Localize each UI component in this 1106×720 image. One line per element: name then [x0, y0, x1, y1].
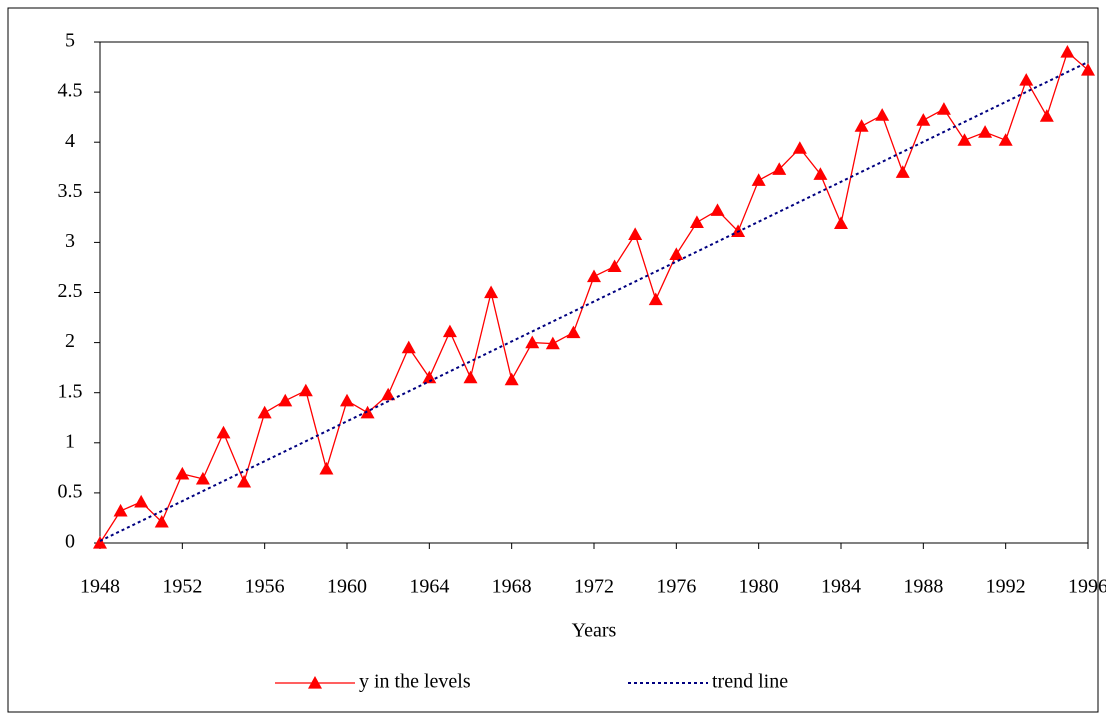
data-point [875, 108, 890, 121]
data-point [566, 325, 581, 339]
data-point [545, 336, 560, 350]
data-point [154, 514, 169, 528]
data-point [792, 141, 807, 154]
x-tick-label: 1960 [327, 576, 367, 598]
data-point [1039, 109, 1054, 122]
data-point [1081, 63, 1095, 76]
data-point [957, 133, 972, 146]
y-tick-label: 0 [65, 531, 75, 553]
data-point [340, 393, 354, 407]
x-tick-label: 1992 [986, 576, 1026, 598]
x-axis-label: Years [572, 620, 617, 642]
y-tick-label: 1.5 [58, 380, 83, 402]
data-point [216, 425, 231, 439]
y-tick-label: 2 [65, 330, 75, 352]
data-point [113, 503, 128, 517]
x-tick-label: 1956 [245, 576, 285, 598]
y-tick-label: 4 [65, 130, 75, 152]
data-point [237, 474, 252, 488]
x-tick-label: 1968 [492, 576, 532, 598]
y-tick-label: 3 [65, 230, 75, 252]
legend-label: y in the levels [359, 671, 471, 693]
data-point [834, 216, 848, 229]
data-point [607, 259, 622, 273]
data-point [484, 285, 499, 299]
data-point [422, 370, 437, 384]
y-tick-label: 2.5 [58, 280, 83, 302]
y-tick-label: 1 [65, 430, 75, 452]
data-point [587, 269, 601, 283]
x-tick-label: 1964 [409, 576, 449, 598]
data-point [854, 119, 869, 132]
data-point [504, 372, 519, 386]
data-point [381, 387, 396, 401]
data-point [772, 162, 787, 175]
data-point [978, 125, 993, 138]
data-point [93, 536, 107, 549]
series-line [99, 61, 1089, 542]
x-tick-label: 1976 [656, 576, 696, 598]
y-tick-label: 4.5 [58, 80, 83, 102]
x-tick-label: 1972 [574, 576, 614, 598]
data-point [1019, 73, 1034, 86]
data-point [710, 203, 725, 216]
data-point [134, 494, 149, 508]
y-tick-label: 3.5 [58, 180, 83, 202]
data-point [257, 405, 272, 419]
y-tick-label: 0.5 [58, 480, 83, 502]
data-point [278, 393, 293, 407]
chart-frame [7, 7, 1099, 713]
data-point [463, 370, 478, 384]
x-tick-label: 1988 [903, 576, 943, 598]
data-point [936, 102, 951, 115]
legend-marker [308, 676, 322, 689]
data-point [751, 173, 766, 186]
data-point [401, 340, 416, 354]
x-tick-label: 1996 [1068, 576, 1106, 598]
data-point [648, 292, 663, 306]
data-point [998, 133, 1013, 146]
data-point [175, 466, 190, 480]
data-point [1060, 45, 1075, 58]
data-point [895, 165, 910, 178]
data-point [442, 324, 457, 338]
data-point [195, 471, 210, 485]
data-point [525, 335, 540, 349]
data-point [298, 383, 313, 397]
x-tick-label: 1984 [821, 576, 861, 598]
x-tick-label: 1980 [739, 576, 779, 598]
data-point [319, 461, 334, 475]
data-point [689, 215, 704, 228]
data-point [916, 113, 931, 126]
x-tick-label: 1948 [80, 576, 120, 598]
data-point [669, 247, 684, 261]
data-point [360, 405, 375, 419]
x-tick-label: 1952 [162, 576, 202, 598]
legend-label: trend line [712, 671, 788, 693]
data-point [813, 167, 828, 180]
y-tick-label: 5 [65, 30, 75, 52]
data-point [628, 227, 643, 240]
